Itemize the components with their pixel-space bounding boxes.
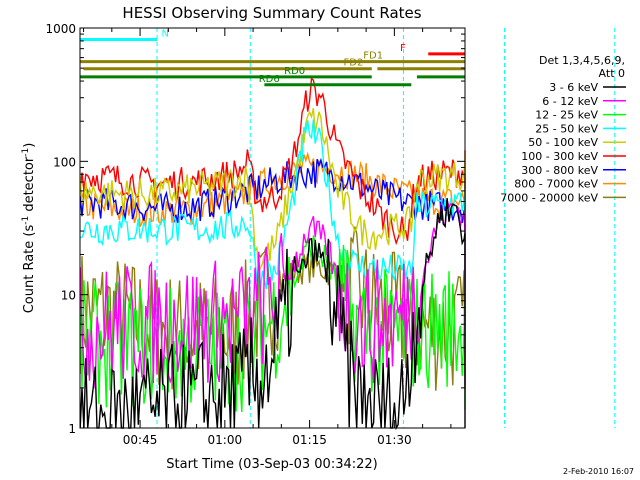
x-axis-label: Start Time (03-Sep-03 00:34:22) <box>166 457 377 472</box>
legend-header-detectors: Det 1,3,4,5,6,9, <box>539 54 625 67</box>
x-tick-label: 00:45 <box>123 433 158 447</box>
legend-label-800-7000-kev: 800 - 7000 keV <box>514 178 598 191</box>
legend-label-100-300-kev: 100 - 300 keV <box>521 150 598 163</box>
legend-label-7000-20000-kev: 7000 - 20000 keV <box>500 191 598 204</box>
y-axis-label-sup1: -1 <box>21 216 31 225</box>
y-tick-label: 100 <box>53 155 76 169</box>
y-axis-label: Count Rate (s-1 detector-1) <box>21 143 37 314</box>
legend-header-attenuator: Att 0 <box>599 67 625 80</box>
legend-label-25-50-kev: 25 - 50 keV <box>535 122 598 135</box>
y-axis-label-end: ) <box>22 143 37 148</box>
legend-label-12-25-kev: 12 - 25 keV <box>535 109 598 122</box>
y-tick-label: 1000 <box>45 22 76 36</box>
annotation-label-rd6: RD6 <box>259 74 280 85</box>
legend-label-6-12-kev: 6 - 12 keV <box>542 95 598 108</box>
legend-label-300-800-kev: 300 - 800 keV <box>521 164 598 177</box>
y-tick-label: 1 <box>68 422 76 436</box>
annotation-label-fd2: FD2 <box>344 58 364 69</box>
footer-date: 2-Feb-2010 16:07 <box>563 467 634 476</box>
y-axis-label-mid: detector <box>22 156 37 216</box>
x-tick-label: 01:30 <box>377 433 412 447</box>
y-axis-ticks: 1 10 100 1000 <box>45 22 465 436</box>
annotation-label-rd0: RD0 <box>284 66 305 77</box>
y-tick-label: 10 <box>61 289 76 303</box>
x-axis-ticks: 00:45 01:00 01:15 01:30 <box>83 28 452 447</box>
annotation-label-f: F <box>400 43 406 54</box>
observation-markers <box>156 28 616 428</box>
x-tick-label: 01:15 <box>292 433 327 447</box>
legend-label-3-6-kev: 3 - 6 keV <box>549 81 598 94</box>
legend-label-50-100-kev: 50 - 100 keV <box>528 136 598 149</box>
x-tick-label: 01:00 <box>208 433 243 447</box>
annotation-label-fd1: FD1 <box>363 51 383 62</box>
y-axis-label-sup2: -1 <box>21 148 31 157</box>
chart-title: HESSI Observing Summary Count Rates <box>122 4 421 22</box>
y-axis-label-main: Count Rate (s <box>22 225 37 314</box>
plot-frame <box>79 27 466 429</box>
annotation-label-n: N <box>162 28 169 39</box>
